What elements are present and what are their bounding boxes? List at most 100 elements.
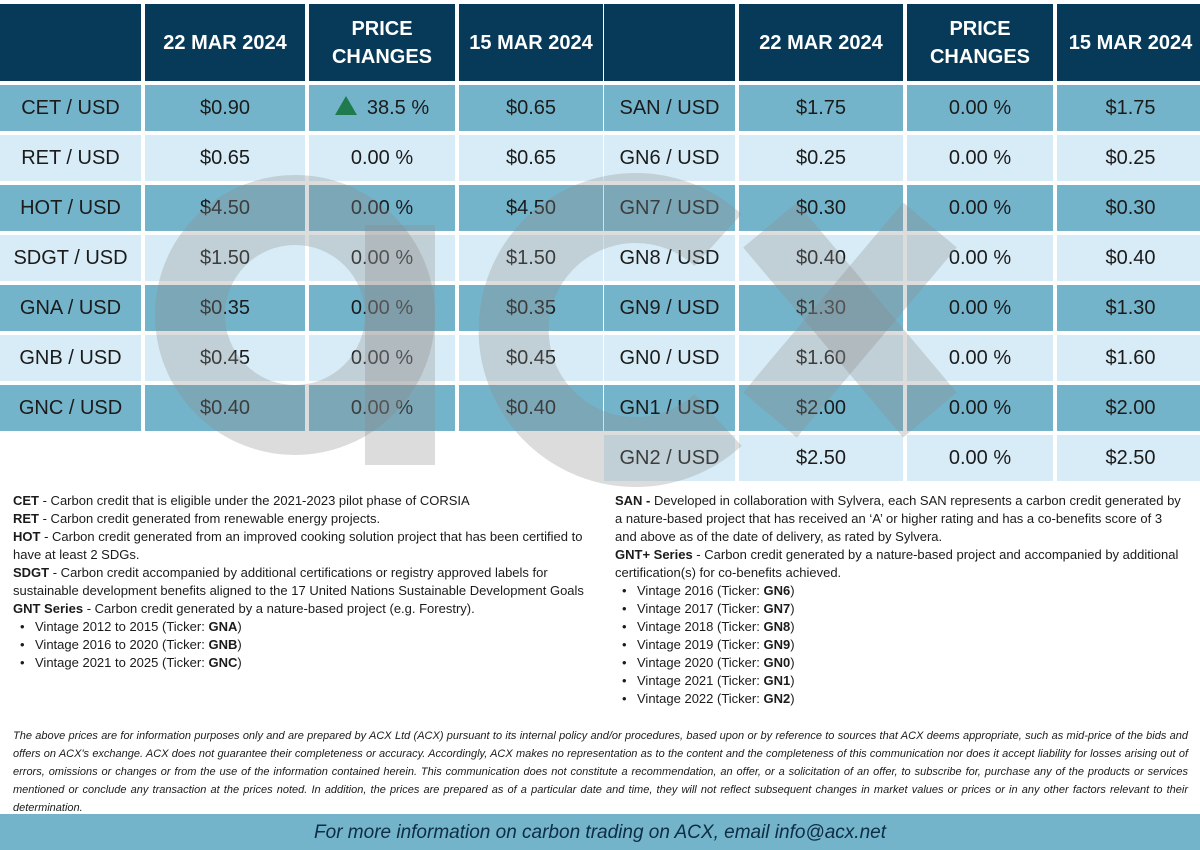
ticker: GNC <box>208 655 238 670</box>
vintage-list: Vintage 2012 to 2015 (Ticker: GNA) Vinta… <box>13 618 598 672</box>
table-row: SDGT / USD $1.50 0.00 % $1.50 <box>0 235 603 281</box>
previous-price-cell: $0.65 <box>459 135 603 181</box>
vintage-close: ) <box>790 619 795 634</box>
ticker: GN0 <box>763 655 791 670</box>
note-ret: RET - Carbon credit generated from renew… <box>13 510 598 528</box>
header-date-previous: 15 MAR 2024 <box>1057 4 1200 81</box>
ticker: GN1 <box>763 673 791 688</box>
pair-cell: GN9 / USD <box>604 285 735 331</box>
note-gnt-plus-series: GNT+ Series - Carbon credit generated by… <box>615 546 1185 582</box>
current-price-cell: $0.45 <box>145 335 305 381</box>
table-row: GN1 / USD $2.00 0.00 % $2.00 <box>604 385 1200 431</box>
note-term: CET <box>13 493 39 508</box>
current-price-cell: $2.50 <box>739 435 903 481</box>
pair-cell: GN0 / USD <box>604 335 735 381</box>
vintage-close: ) <box>790 673 795 688</box>
note-term: GNT Series <box>13 601 84 616</box>
note-term: RET <box>13 511 39 526</box>
price-change-cell: 0.00 % <box>309 235 455 281</box>
note-text: - Carbon credit generated from an improv… <box>13 529 583 562</box>
current-price-cell: $0.35 <box>145 285 305 331</box>
note-san: SAN - Developed in collaboration with Sy… <box>615 492 1185 546</box>
previous-price-cell: $0.65 <box>459 85 603 131</box>
previous-price-cell: $4.50 <box>459 185 603 231</box>
price-table-right: 22 MAR 2024 PRICE CHANGES 15 MAR 2024 SA… <box>600 0 1200 485</box>
price-change-cell: 0.00 % <box>309 335 455 381</box>
table-row: HOT / USD $4.50 0.00 % $4.50 <box>0 185 603 231</box>
price-change-cell: 0.00 % <box>907 235 1053 281</box>
table-row: GNC / USD $0.40 0.00 % $0.40 <box>0 385 603 431</box>
header-date-previous: 15 MAR 2024 <box>459 4 603 81</box>
price-change-cell: 0.00 % <box>907 135 1053 181</box>
header-price-changes: PRICE CHANGES <box>907 4 1053 81</box>
note-hot: HOT - Carbon credit generated from an im… <box>13 528 598 564</box>
price-change-cell: 38.5 % <box>309 85 455 131</box>
header-date-current: 22 MAR 2024 <box>739 4 903 81</box>
table-row: GN0 / USD $1.60 0.00 % $1.60 <box>604 335 1200 381</box>
glossary-left: CET - Carbon credit that is eligible und… <box>13 492 598 672</box>
vintage-text: Vintage 2018 (Ticker: <box>637 619 764 634</box>
note-text: - Carbon credit that is eligible under t… <box>39 493 470 508</box>
previous-price-cell: $0.35 <box>459 285 603 331</box>
pair-cell: GNA / USD <box>0 285 141 331</box>
vintage-text: Vintage 2022 (Ticker: <box>637 691 764 706</box>
price-table-left: 22 MAR 2024 PRICE CHANGES 15 MAR 2024 CE… <box>0 0 607 435</box>
list-item: Vintage 2019 (Ticker: GN9) <box>615 636 1185 654</box>
vintage-text: Vintage 2012 to 2015 (Ticker: <box>35 619 209 634</box>
previous-price-cell: $2.50 <box>1057 435 1200 481</box>
price-change-cell: 0.00 % <box>309 135 455 181</box>
pair-cell: GN1 / USD <box>604 385 735 431</box>
list-item: Vintage 2016 to 2020 (Ticker: GNB) <box>13 636 598 654</box>
pair-cell: SAN / USD <box>604 85 735 131</box>
vintage-text: Vintage 2016 to 2020 (Ticker: <box>35 637 209 652</box>
note-text: - Carbon credit generated from renewable… <box>39 511 381 526</box>
vintage-close: ) <box>237 655 242 670</box>
header-price-changes: PRICE CHANGES <box>309 4 455 81</box>
price-change-cell: 0.00 % <box>907 335 1053 381</box>
note-text: - Carbon credit accompanied by additiona… <box>13 565 584 598</box>
current-price-cell: $0.30 <box>739 185 903 231</box>
list-item: Vintage 2016 (Ticker: GN6) <box>615 582 1185 600</box>
ticker: GN2 <box>763 691 791 706</box>
vintage-list: Vintage 2016 (Ticker: GN6) Vintage 2017 … <box>615 582 1185 708</box>
previous-price-cell: $0.40 <box>459 385 603 431</box>
table-row: GNA / USD $0.35 0.00 % $0.35 <box>0 285 603 331</box>
note-term: HOT <box>13 529 41 544</box>
list-item: Vintage 2022 (Ticker: GN2) <box>615 690 1185 708</box>
footer-contact-text: For more information on carbon trading o… <box>314 822 886 843</box>
footer-banner: For more information on carbon trading o… <box>0 814 1200 850</box>
vintage-close: ) <box>790 583 795 598</box>
table-row: SAN / USD $1.75 0.00 % $1.75 <box>604 85 1200 131</box>
previous-price-cell: $1.60 <box>1057 335 1200 381</box>
table-row: GN6 / USD $0.25 0.00 % $0.25 <box>604 135 1200 181</box>
table-header-row: 22 MAR 2024 PRICE CHANGES 15 MAR 2024 <box>604 4 1200 81</box>
table-row: GNB / USD $0.45 0.00 % $0.45 <box>0 335 603 381</box>
previous-price-cell: $1.30 <box>1057 285 1200 331</box>
ticker: GN7 <box>763 601 791 616</box>
current-price-cell: $2.00 <box>739 385 903 431</box>
vintage-text: Vintage 2020 (Ticker: <box>637 655 764 670</box>
current-price-cell: $0.65 <box>145 135 305 181</box>
previous-price-cell: $1.50 <box>459 235 603 281</box>
price-change-cell: 0.00 % <box>907 85 1053 131</box>
pair-cell: SDGT / USD <box>0 235 141 281</box>
table-header-row: 22 MAR 2024 PRICE CHANGES 15 MAR 2024 <box>0 4 603 81</box>
price-change-cell: 0.00 % <box>907 285 1053 331</box>
current-price-cell: $0.25 <box>739 135 903 181</box>
current-price-cell: $0.90 <box>145 85 305 131</box>
previous-price-cell: $0.30 <box>1057 185 1200 231</box>
vintage-close: ) <box>790 637 795 652</box>
note-term: GNT+ Series <box>615 547 693 562</box>
list-item: Vintage 2021 (Ticker: GN1) <box>615 672 1185 690</box>
current-price-cell: $1.30 <box>739 285 903 331</box>
pair-cell: GN2 / USD <box>604 435 735 481</box>
note-term: SAN - <box>615 493 651 508</box>
current-price-cell: $4.50 <box>145 185 305 231</box>
table-row: GN7 / USD $0.30 0.00 % $0.30 <box>604 185 1200 231</box>
vintage-text: Vintage 2021 (Ticker: <box>637 673 764 688</box>
header-pair <box>0 4 141 81</box>
vintage-close: ) <box>790 601 795 616</box>
ticker: GNA <box>208 619 238 634</box>
previous-price-cell: $0.25 <box>1057 135 1200 181</box>
header-date-current: 22 MAR 2024 <box>145 4 305 81</box>
